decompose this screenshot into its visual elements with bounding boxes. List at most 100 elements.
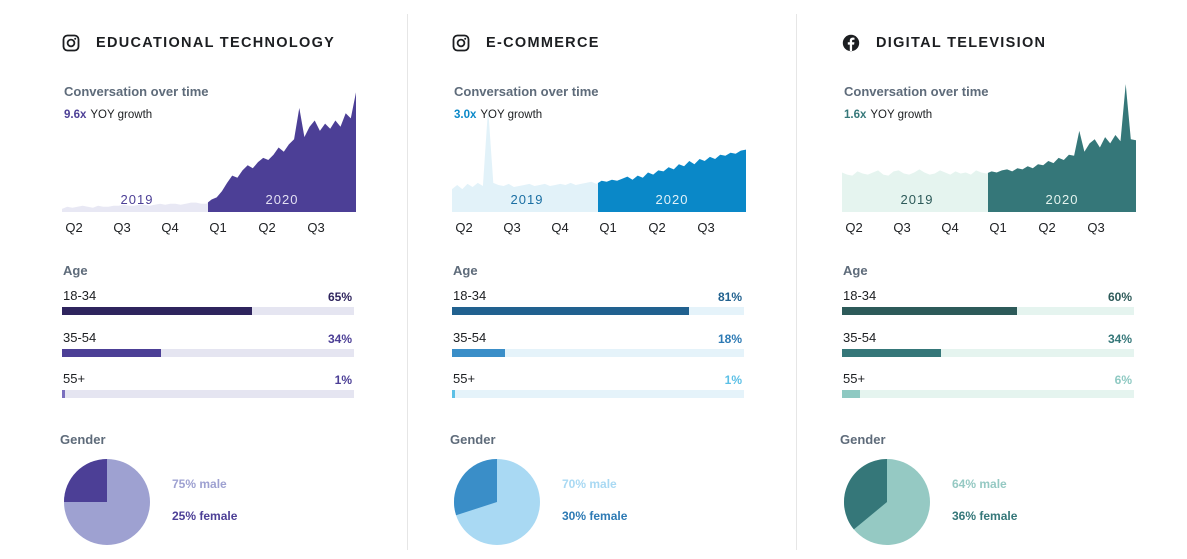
age-title: Age: [63, 263, 88, 278]
conversation-area-chart: 2019 2020: [842, 84, 1136, 212]
age-label: 35-54: [453, 330, 487, 345]
x-tick-label: Q3: [1087, 220, 1105, 235]
panel-divider: [796, 14, 797, 550]
growth-label: YOY growth: [90, 109, 153, 121]
age-percent: 6%: [1114, 373, 1132, 387]
gender-title: Gender: [840, 432, 886, 447]
conversation-title: Conversation over time: [454, 84, 599, 99]
age-bar-track: [62, 307, 354, 315]
series-area-2020: [208, 92, 356, 212]
x-tick-label: Q3: [893, 220, 911, 235]
age-row: 55+ 1%: [452, 371, 744, 401]
panel-title: EDUCATIONAL TECHNOLOGY: [96, 35, 336, 51]
gender-legend-female: 30% female: [562, 509, 628, 523]
panel-e-commerce: E-COMMERCE Conversation over time 3.0x YO…: [450, 0, 782, 559]
age-bar-fill: [452, 390, 455, 398]
age-bar-track: [452, 349, 744, 357]
series-area-2020: [988, 84, 1136, 212]
age-percent: 60%: [1107, 290, 1132, 304]
conversation-title: Conversation over time: [844, 84, 989, 99]
growth-multiplier: 9.6x: [64, 109, 87, 121]
age-row: 18-34 81%: [452, 288, 744, 318]
age-percent: 34%: [1107, 332, 1132, 346]
age-bar-track: [842, 349, 1134, 357]
age-bar-track: [842, 307, 1134, 315]
series-area-2020: [598, 149, 746, 212]
age-label: 55+: [453, 371, 476, 386]
age-label: 55+: [63, 371, 86, 386]
age-title: Age: [453, 263, 478, 278]
pie-slice-female: [844, 459, 887, 530]
age-bar-fill: [62, 349, 162, 357]
x-tick-label: Q3: [697, 220, 715, 235]
panel-divider: [407, 14, 408, 550]
age-bar-fill: [62, 390, 65, 398]
growth-multiplier: 1.6x: [844, 109, 867, 121]
age-label: 35-54: [843, 330, 877, 345]
age-bar-track: [842, 390, 1134, 398]
year-label-2019: 2019: [121, 192, 154, 207]
age-label: 55+: [843, 371, 866, 386]
x-tick-label: Q2: [455, 220, 473, 235]
age-percent: 1%: [334, 373, 352, 387]
gender-legend-female: 36% female: [952, 509, 1018, 523]
facebook-icon: [842, 34, 860, 52]
gender-legend-male: 75% male: [172, 477, 227, 491]
year-label-2020: 2020: [656, 192, 689, 207]
gender-pie-chart: [453, 459, 540, 545]
x-tick-label: Q2: [1038, 220, 1056, 235]
pie-slice-female: [64, 459, 107, 502]
gender-legend-male: 64% male: [952, 477, 1007, 491]
year-label-2019: 2019: [511, 192, 544, 207]
age-bar-fill: [842, 349, 942, 357]
gender-title: Gender: [60, 432, 106, 447]
gender-title: Gender: [450, 432, 496, 447]
age-percent: 18%: [717, 332, 742, 346]
conversation-title: Conversation over time: [64, 84, 209, 99]
age-label: 18-34: [63, 288, 97, 303]
pie-slice-female: [453, 459, 497, 516]
gender-legend-male: 70% male: [562, 477, 617, 491]
age-bar-fill: [842, 390, 860, 398]
age-bar-track: [452, 307, 744, 315]
panel-header: DIGITAL TELEVISION: [842, 32, 1046, 54]
panel-header: E-COMMERCE: [452, 32, 600, 54]
year-label-2020: 2020: [266, 192, 299, 207]
age-row: 35-54 18%: [452, 330, 744, 360]
panel-title: DIGITAL TELEVISION: [876, 35, 1047, 51]
conversation-area-chart: 2019 2020: [62, 92, 356, 212]
growth-stat: 9.6x YOY growth: [64, 109, 152, 121]
x-tick-label: Q1: [599, 220, 617, 235]
age-bar-track: [62, 349, 354, 357]
quarter-labels: Q2 Q3 Q4 Q1 Q2 Q3: [62, 220, 362, 236]
age-percent: 65%: [327, 290, 352, 304]
panel-header: EDUCATIONAL TECHNOLOGY: [62, 32, 335, 54]
age-row: 18-34 60%: [842, 288, 1134, 318]
age-label: 18-34: [843, 288, 877, 303]
quarter-labels: Q2 Q3 Q4 Q1 Q2 Q3: [842, 220, 1142, 236]
x-tick-label: Q3: [503, 220, 521, 235]
age-row: 55+ 1%: [62, 371, 354, 401]
gender-legend-female: 25% female: [172, 509, 238, 523]
age-title: Age: [843, 263, 868, 278]
panel-educational-technology: EDUCATIONAL TECHNOLOGY Conversation over…: [60, 0, 392, 559]
age-percent: 81%: [717, 290, 742, 304]
growth-label: YOY growth: [480, 109, 543, 121]
x-tick-label: Q2: [65, 220, 83, 235]
year-label-2020: 2020: [1046, 192, 1079, 207]
age-percent: 34%: [327, 332, 352, 346]
x-tick-label: Q3: [307, 220, 325, 235]
gender-pie-chart: [844, 459, 930, 545]
panel-title: E-COMMERCE: [486, 35, 600, 51]
x-tick-label: Q1: [989, 220, 1007, 235]
age-bar-fill: [452, 349, 505, 357]
growth-stat: 1.6x YOY growth: [844, 109, 932, 121]
x-tick-label: Q4: [161, 220, 179, 235]
instagram-icon: [452, 34, 470, 52]
conversation-area-chart: 2019 2020: [452, 108, 746, 212]
age-label: 18-34: [453, 288, 487, 303]
age-row: 35-54 34%: [62, 330, 354, 360]
growth-stat: 3.0x YOY growth: [454, 109, 542, 121]
age-row: 35-54 34%: [842, 330, 1134, 360]
age-row: 55+ 6%: [842, 371, 1134, 401]
